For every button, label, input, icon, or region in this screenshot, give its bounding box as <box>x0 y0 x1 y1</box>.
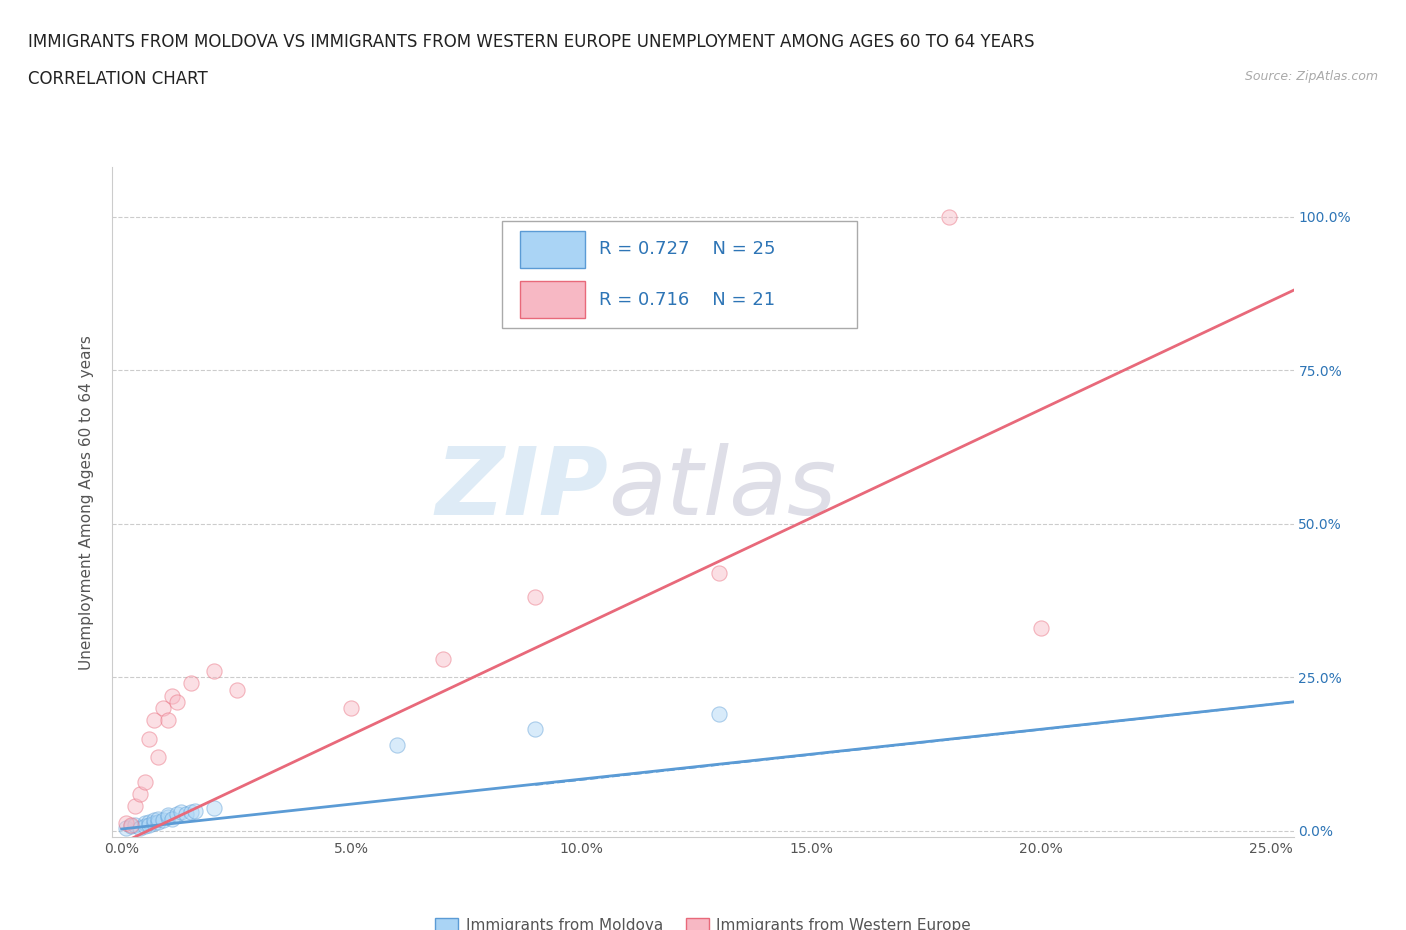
Point <box>120 818 142 833</box>
Point <box>134 818 156 833</box>
Text: CORRELATION CHART: CORRELATION CHART <box>28 70 208 87</box>
Point <box>124 799 146 814</box>
Point <box>134 816 156 830</box>
Point <box>707 565 730 580</box>
Point <box>134 775 156 790</box>
Point <box>166 695 188 710</box>
Point <box>115 816 138 830</box>
Legend: Immigrants from Moldova, Immigrants from Western Europe: Immigrants from Moldova, Immigrants from… <box>429 911 977 930</box>
Point <box>156 810 179 825</box>
Point <box>156 712 179 727</box>
Point <box>152 813 174 828</box>
Point <box>148 750 170 764</box>
Point <box>142 816 165 830</box>
Point <box>129 787 152 802</box>
Point <box>142 813 165 828</box>
Text: R = 0.716    N = 21: R = 0.716 N = 21 <box>599 291 775 309</box>
Point <box>124 817 146 832</box>
Point <box>120 817 142 832</box>
Text: Source: ZipAtlas.com: Source: ZipAtlas.com <box>1244 70 1378 83</box>
Point <box>1029 620 1052 635</box>
Point <box>160 811 183 826</box>
FancyBboxPatch shape <box>502 221 856 328</box>
Text: IMMIGRANTS FROM MOLDOVA VS IMMIGRANTS FROM WESTERN EUROPE UNEMPLOYMENT AMONG AGE: IMMIGRANTS FROM MOLDOVA VS IMMIGRANTS FR… <box>28 33 1035 50</box>
Point <box>184 804 207 818</box>
Point <box>138 731 160 746</box>
Point <box>166 806 188 821</box>
Point <box>340 700 363 715</box>
Point <box>202 800 225 815</box>
Text: atlas: atlas <box>609 444 837 535</box>
Point <box>524 590 547 604</box>
Point <box>225 682 247 697</box>
FancyBboxPatch shape <box>520 231 585 268</box>
Y-axis label: Unemployment Among Ages 60 to 64 years: Unemployment Among Ages 60 to 64 years <box>79 335 94 670</box>
Point <box>707 707 730 722</box>
Point <box>202 664 225 679</box>
Point <box>938 209 960 224</box>
Point <box>138 817 160 832</box>
Point <box>129 820 152 835</box>
Point <box>524 722 547 737</box>
Text: ZIP: ZIP <box>436 443 609 535</box>
Point <box>180 805 202 820</box>
Point <box>174 806 197 821</box>
Point <box>115 820 138 835</box>
FancyBboxPatch shape <box>520 281 585 318</box>
Text: R = 0.727    N = 25: R = 0.727 N = 25 <box>599 241 776 259</box>
Point <box>160 688 183 703</box>
Point <box>148 814 170 829</box>
Point <box>152 700 174 715</box>
Point <box>156 808 179 823</box>
Point <box>387 737 409 752</box>
Point <box>138 814 160 829</box>
Point <box>142 712 165 727</box>
Point <box>170 805 193 820</box>
Point <box>180 676 202 691</box>
Point <box>432 651 454 666</box>
Point <box>148 811 170 826</box>
